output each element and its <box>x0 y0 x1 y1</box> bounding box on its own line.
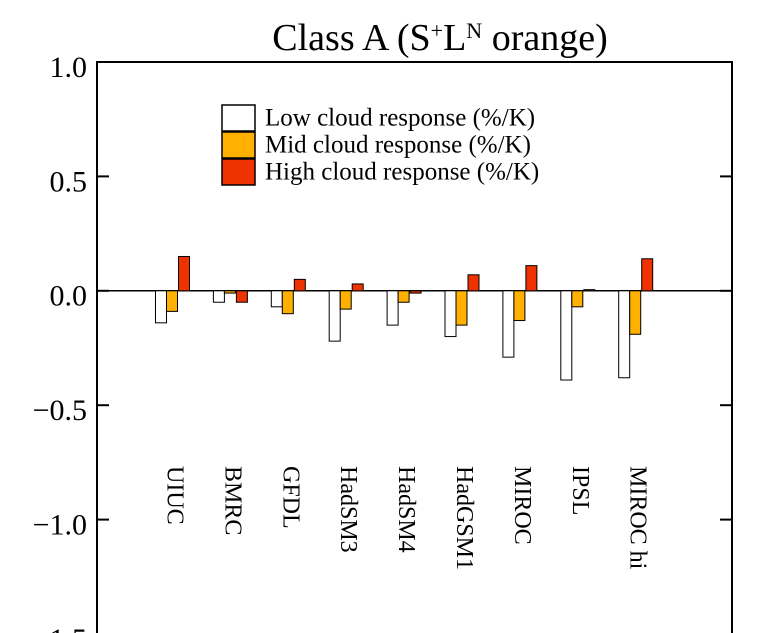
bar <box>328 290 341 342</box>
y-tick-label: −1.0 <box>33 508 87 541</box>
bar <box>293 278 306 292</box>
plot-frame <box>96 61 733 633</box>
x-category-label: GFDL <box>277 466 303 529</box>
bar <box>583 289 596 292</box>
title-sup: N <box>466 18 482 43</box>
x-category-label: IPSL <box>567 466 593 515</box>
legend-label: Mid cloud response (%/K) <box>265 132 531 159</box>
x-category-label: MIROC <box>509 466 535 545</box>
bar <box>166 290 178 312</box>
y-tick-label: 0.5 <box>50 165 88 198</box>
bar <box>397 290 410 303</box>
title-part: L <box>443 17 466 59</box>
y-tick-label: 0.0 <box>50 280 88 313</box>
bar <box>571 290 584 308</box>
bar <box>223 290 236 294</box>
bar <box>444 290 457 338</box>
x-category-label: MIROC hi <box>625 466 651 570</box>
bar <box>455 290 468 326</box>
title-sup: + <box>431 18 443 43</box>
y-tick-label: −0.5 <box>33 394 87 427</box>
x-category-label: HadSM3 <box>335 466 361 553</box>
y-tick-label: −1.5 <box>33 623 87 633</box>
x-category-label: HadSM4 <box>393 466 419 553</box>
x-category-label: HadGSM1 <box>451 466 477 570</box>
bar <box>178 255 190 292</box>
bar <box>502 290 515 358</box>
x-category-label: UIUC <box>161 466 187 525</box>
bar <box>525 265 538 292</box>
bar <box>560 290 573 381</box>
bar <box>281 290 294 315</box>
legend-label: High cloud response (%/K) <box>265 159 539 186</box>
x-category-label: BMRC <box>219 466 245 535</box>
bar <box>618 290 631 379</box>
bar <box>513 290 526 322</box>
bar <box>212 290 225 303</box>
bar <box>641 258 654 292</box>
bar <box>339 290 352 310</box>
bar <box>386 290 399 326</box>
title-part: orange) <box>482 17 608 59</box>
bar <box>351 283 364 292</box>
legend-swatch <box>221 104 256 132</box>
title-part: Class A (S <box>272 17 430 59</box>
bar <box>235 290 248 303</box>
bar <box>467 274 480 292</box>
bar <box>270 290 283 308</box>
chart-title: Class A (S+LN orange) <box>272 17 607 59</box>
legend-swatch <box>221 158 256 186</box>
bar <box>155 290 167 324</box>
legend-label: Low cloud response (%/K) <box>265 105 535 132</box>
legend-swatch <box>221 131 256 159</box>
y-tick-label: 1.0 <box>50 51 88 84</box>
bar <box>409 290 422 294</box>
bar <box>629 290 642 335</box>
